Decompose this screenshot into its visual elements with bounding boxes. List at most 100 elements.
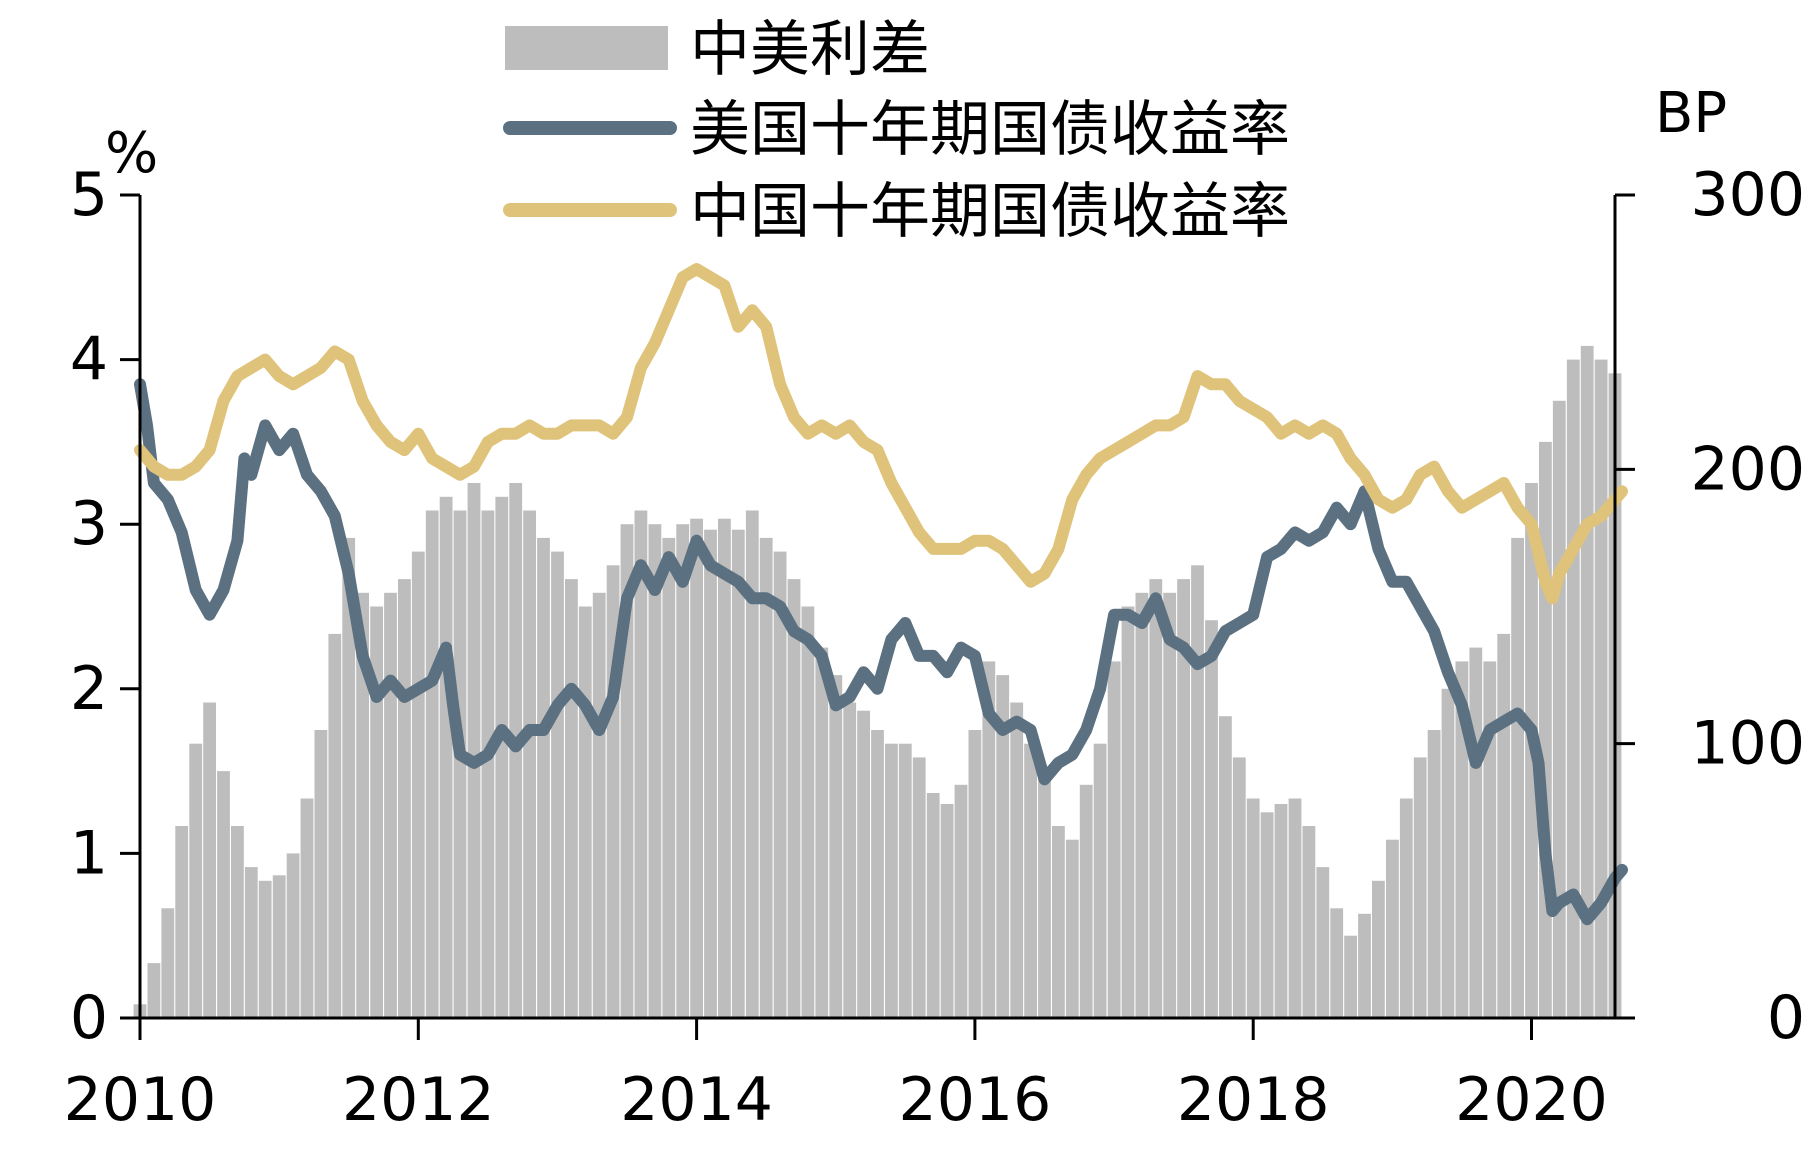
spread-bar	[1260, 812, 1274, 1019]
spread-bar	[1316, 867, 1330, 1018]
x-tick-label: 2020	[1455, 1065, 1608, 1135]
spread-bar	[384, 592, 397, 1018]
spread-bar	[203, 702, 216, 1018]
spread-bar	[940, 804, 954, 1018]
right-tick-label: 100	[1690, 709, 1805, 779]
right-axis-unit: BP	[1655, 81, 1727, 146]
spread-bar	[968, 730, 982, 1018]
spread-bar	[843, 702, 857, 1018]
spread-bar	[898, 743, 912, 1018]
left-tick-label: 5	[70, 160, 108, 230]
spread-bar	[731, 529, 745, 1018]
spread-bar	[453, 510, 467, 1018]
spread-bar	[1455, 661, 1469, 1018]
legend-swatch-spread	[505, 26, 668, 70]
spread-bar	[773, 551, 787, 1018]
spread-bar	[523, 510, 536, 1018]
spread-bar	[258, 880, 272, 1018]
spread-bar	[578, 606, 592, 1018]
spread-bar	[1372, 880, 1385, 1018]
left-axis-unit: %	[105, 121, 158, 186]
spread-bar	[954, 784, 968, 1018]
spread-bar	[286, 853, 300, 1018]
spread-bar	[1469, 647, 1483, 1018]
cn-10y-yield-line	[134, 263, 1628, 605]
spread-bar	[1246, 798, 1260, 1018]
spread-bar	[634, 510, 648, 1018]
yield-lines	[134, 263, 1628, 926]
us-10y-yield-line	[134, 378, 1628, 926]
spread-bar	[982, 661, 996, 1018]
x-tick-label: 2012	[342, 1065, 495, 1135]
right-tick-label: 300	[1690, 160, 1805, 230]
spread-bar	[690, 518, 703, 1018]
left-tick-label: 4	[70, 325, 108, 395]
spread-bar	[801, 606, 815, 1018]
spread-bar	[1052, 826, 1065, 1018]
spread-bar	[759, 537, 773, 1018]
spread-bar	[815, 647, 829, 1018]
spread-bar	[1205, 620, 1218, 1018]
left-tick-label: 3	[70, 489, 108, 559]
spread-bar	[1552, 400, 1566, 1019]
spread-bar	[565, 579, 578, 1018]
x-tick-label: 2018	[1177, 1065, 1330, 1135]
spread-bar	[231, 826, 244, 1018]
left-tick-label: 2	[70, 654, 108, 724]
spread-bar	[467, 483, 481, 1018]
spread-bar	[370, 606, 383, 1018]
spread-bar	[1163, 592, 1177, 1018]
spread-bar	[342, 537, 356, 1018]
spread-bar	[745, 510, 759, 1018]
spread-bar	[356, 592, 369, 1018]
spread-bar	[411, 551, 425, 1018]
spread-bar	[147, 963, 161, 1018]
spread-bar	[1149, 579, 1163, 1018]
spread-bar	[1121, 606, 1135, 1018]
x-tick-label: 2014	[620, 1065, 773, 1135]
spread-bar	[1177, 579, 1190, 1018]
left-tick-label: 1	[70, 818, 108, 888]
spread-bar	[1358, 913, 1371, 1018]
spread-bar	[1511, 537, 1524, 1018]
spread-bar	[551, 551, 564, 1018]
spread-bar	[1093, 743, 1107, 1018]
spread-bar	[175, 826, 189, 1018]
x-tick-label: 2010	[64, 1065, 217, 1135]
spread-bar	[718, 518, 731, 1018]
spread-bar	[676, 524, 690, 1018]
spread-bar	[829, 675, 843, 1018]
spread-bar	[1441, 688, 1455, 1018]
spread-bar	[1413, 757, 1427, 1018]
spread-bar	[244, 867, 258, 1018]
spread-bar	[1344, 935, 1357, 1018]
spread-bar	[398, 579, 411, 1018]
tick-labels: 0 1 2 3 4 5 0 100 200 300 2010 2012 2014 2016 2018 2020	[64, 160, 1805, 1135]
spread-bar	[1274, 804, 1288, 1018]
spread-bar	[189, 743, 203, 1018]
spread-bar	[1024, 743, 1037, 1018]
legend-label: 中国十年期国债收益率	[690, 177, 1290, 247]
spread-bar	[1386, 839, 1399, 1018]
spread-bar	[1580, 345, 1594, 1018]
spread-bar	[1483, 661, 1497, 1018]
legend-label: 中美利差	[690, 15, 930, 85]
spread-bar	[328, 633, 342, 1018]
spread-bar	[1330, 908, 1344, 1018]
left-tick-label: 0	[70, 983, 108, 1053]
right-tick-label: 0	[1767, 983, 1805, 1053]
spread-bar	[272, 875, 286, 1018]
spread-bar	[1065, 839, 1079, 1018]
spread-bar	[161, 908, 175, 1018]
spread-bar	[1594, 359, 1608, 1019]
spread-bar	[1399, 798, 1413, 1018]
spread-bar	[481, 510, 495, 1018]
spread-bar	[1427, 730, 1441, 1018]
spread-bar	[1232, 757, 1246, 1018]
spread-bar	[439, 496, 453, 1018]
right-tick-label: 200	[1690, 434, 1805, 504]
spread-bar	[1191, 565, 1204, 1018]
spread-bar	[871, 730, 884, 1018]
spread-bar	[1038, 771, 1051, 1018]
